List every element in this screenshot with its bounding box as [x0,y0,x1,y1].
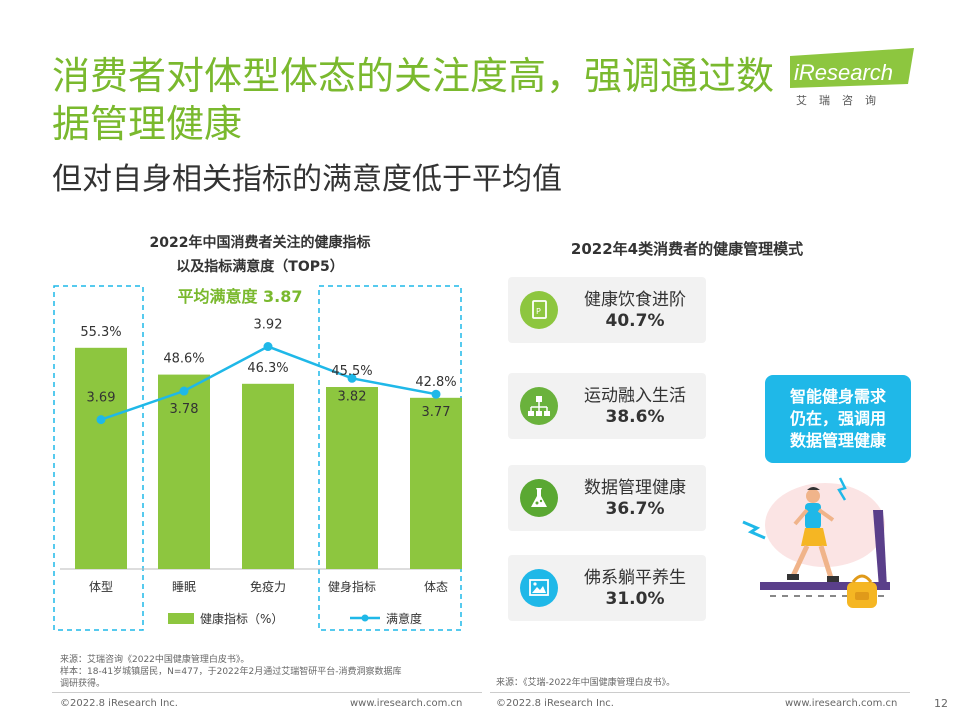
satisfaction-point [263,342,273,352]
bar-value-label: 42.8% [415,375,456,390]
callout-line: 仍在，强调用 [789,409,886,428]
card-value: 38.6% [605,407,665,427]
satisfaction-point [96,415,106,425]
callout-line: 数据管理健康 [789,431,886,450]
bar-value-label: 46.3% [247,361,288,376]
card-relaxed-health: 佛系躺平养生 31.0% [508,555,706,621]
iresearch-logo: iResearch 艾瑞咨询 [790,48,920,108]
page-subtitle: 但对自身相关指标的满意度低于平均值 [52,162,562,197]
note-line: 样本：18-41岁城镇居民，N=477，于2022年2月通过艾瑞智研平台-消费洞… [60,667,402,677]
callout-box: 智能健身需求 仍在，强调用 数据管理健康 [765,375,911,463]
card-label: 健康饮食进阶 [584,290,686,310]
right-source-note: 来源：《艾瑞-2022年中国健康管理白皮书》。 [496,678,676,688]
legend-line-label: 满意度 [386,611,422,626]
card-healthy-diet: P 健康饮食进阶 40.7% [508,277,706,343]
bar [326,387,378,569]
satisfaction-point [179,386,189,396]
document-icon: P [520,291,558,329]
bar-value-label: 45.5% [331,364,372,379]
bar [242,383,294,569]
bar [158,374,210,569]
page-number: 12 [934,697,948,710]
bar-line-chart: 55.3% 体型 48.6% 睡眠 46.3% 免疫力 45.5% 健身指标 42.8% 体态 3.… [53,285,462,631]
note-line: 调研获得。 [60,679,106,689]
footer-copyright-right: ©2022.8 iResearch Inc. [496,698,614,709]
footer-copyright-left: ©2022.8 iResearch Inc. [60,698,178,709]
satisfaction-value-label: 3.82 [338,389,367,404]
highlight-box-left [53,285,144,631]
bar [410,397,462,569]
svg-text:P: P [536,307,541,316]
bar-value-label: 55.3% [80,325,121,340]
right-panel-title: 2022年4类消费者的健康管理模式 [570,240,804,258]
logo-brand: iResearch [794,60,894,85]
legend-bar-swatch [168,613,194,624]
category-label: 免疫力 [250,579,286,594]
note-line: 来源：艾瑞咨询《2022中国健康管理白皮书》。 [60,655,250,665]
logo-sub: 艾瑞咨询 [796,94,888,107]
footer-divider-right [490,692,910,693]
footer-divider-left [52,692,482,693]
footer-url-right[interactable]: www.iresearch.com.cn [785,698,898,709]
page-title: 消费者对体型体态的关注度高，强调通过数据管理健康 [52,54,775,146]
image-icon [520,569,558,607]
satisfaction-value-label: 3.92 [254,318,283,333]
chart-title-line1: 2022年中国消费者关注的健康指标 [149,235,371,251]
category-label: 健身指标 [328,579,376,594]
chart-title-line2: 以及指标满意度（TOP5） [176,259,344,275]
category-label: 体型 [89,580,113,594]
bar [75,347,127,569]
legend-bar-label: 健康指标（%） [200,611,283,626]
card-label: 佛系躺平养生 [584,568,686,588]
satisfaction-point [431,389,441,399]
card-label: 运动融入生活 [584,386,686,406]
callout-line: 智能健身需求 [789,387,886,406]
satisfaction-value-label: 3.78 [170,402,199,417]
footer-url-left[interactable]: www.iresearch.com.cn [350,698,463,709]
bar-value-label: 48.6% [163,352,204,367]
card-label: 数据管理健康 [584,478,686,498]
average-satisfaction-label: 平均满意度 3.87 [177,287,303,306]
category-label: 体态 [424,580,448,594]
satisfaction-value-label: 3.77 [422,405,451,420]
card-exercise: 运动融入生活 38.6% [508,373,706,439]
flask-icon [520,479,558,517]
card-data-management: 数据管理健康 36.7% [508,465,706,531]
category-label: 睡眠 [172,580,196,594]
card-value: 36.7% [605,499,665,519]
hierarchy-icon [520,387,558,425]
treadmill-runner-illustration [742,477,890,608]
satisfaction-value-label: 3.69 [87,391,116,406]
legend-line-marker [361,614,369,622]
card-value: 40.7% [605,311,665,331]
logo-shape [790,48,914,88]
left-source-note: 来源：艾瑞咨询《2022中国健康管理白皮书》。 样本：18-41岁城镇居民，N=… [60,654,480,690]
card-value: 31.0% [605,589,665,609]
satisfaction-point [347,373,357,383]
